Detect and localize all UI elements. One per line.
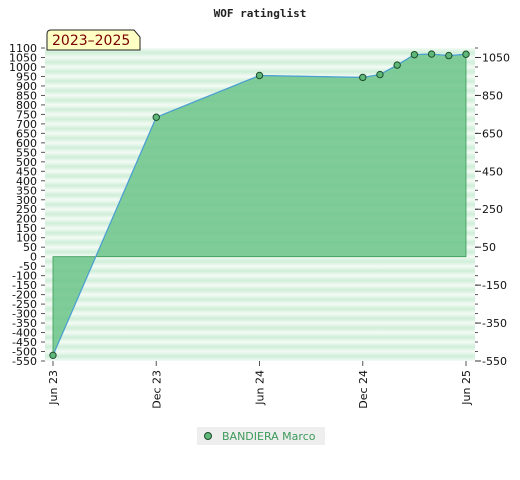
year-badge-text: 2023–2025 [52, 33, 130, 49]
y-tick-label-left: 50 [23, 241, 37, 254]
y-tick-label-left: 850 [16, 89, 37, 102]
series-points [49, 50, 470, 360]
y-tick-label-left: 0 [30, 251, 37, 264]
y-tick-label-left: 600 [16, 137, 37, 150]
y-tick-label-left: 300 [16, 194, 37, 207]
y-tick-label-left: 150 [16, 222, 37, 235]
y-tick-label-right: 250 [482, 203, 503, 216]
legend-label: BANDIERA Marco [222, 430, 316, 443]
chart-title: WOF ratinglist [214, 7, 307, 20]
data-point [359, 73, 367, 82]
y-tick-label-left: 200 [16, 213, 37, 226]
y-tick-label-left: 1050 [9, 51, 37, 64]
y-tick-label-right: 50 [482, 241, 496, 254]
data-point [427, 50, 436, 58]
y-tick-label-right: -150 [482, 279, 507, 292]
y-tick-label-left: -500 [12, 346, 37, 359]
y-tick-label-left: 650 [16, 127, 37, 140]
y-tick-label-right: 1050 [482, 51, 510, 64]
x-tick-label: Jun 25 [460, 370, 473, 406]
legend-marker [204, 432, 212, 440]
data-point [445, 51, 453, 60]
y-tick-label-left: 800 [16, 99, 37, 112]
data-point [393, 61, 401, 69]
y-tick-label-left: -400 [12, 327, 37, 340]
y-tick-label-left: -250 [12, 298, 37, 311]
y-tick-label-right: 850 [482, 89, 503, 102]
y-tick-label-left: 750 [16, 108, 37, 121]
y-tick-label-left: 700 [16, 118, 37, 131]
y-tick-label-left: -200 [12, 289, 37, 302]
y-tick-label-right: -350 [482, 317, 507, 330]
y-tick-label-left: -550 [12, 355, 37, 368]
x-tick-label: Jun 24 [254, 370, 267, 406]
data-point [462, 50, 470, 58]
y-tick-label-right: -550 [482, 355, 507, 368]
year-badge: 2023–2025 [46, 29, 141, 51]
y-tick-label-left: -300 [12, 308, 37, 321]
legend: BANDIERA Marco [197, 427, 325, 445]
y-tick-label-left: 1100 [9, 42, 37, 55]
y-tick-label-left: -150 [12, 279, 37, 292]
x-tick-label: Jun 23 [47, 370, 60, 406]
y-tick-label-left: -50 [19, 260, 37, 273]
y-tick-label-left: 450 [16, 165, 37, 178]
data-point [410, 50, 419, 59]
data-point [255, 71, 264, 80]
y-axis-left: 1100105010009509008508007507006506005505… [9, 42, 45, 368]
y-tick-label-left: 400 [16, 175, 37, 188]
y-tick-label-left: 100 [16, 232, 37, 245]
data-point [152, 113, 160, 121]
y-tick-label-left: 950 [16, 70, 37, 83]
y-tick-label-left: 350 [16, 184, 37, 197]
y-tick-label-left: 500 [16, 156, 37, 169]
series-line [52, 53, 467, 356]
y-tick-label-left: -100 [12, 270, 37, 283]
y-tick-label-right: 650 [482, 127, 503, 140]
y-axis-right: 1050 850 650 450 250 50 -150 -350 -550 [475, 47, 510, 368]
x-tick-label: Dec 23 [150, 370, 163, 409]
y-tick-label-left: 1000 [9, 61, 37, 74]
data-point [49, 351, 57, 360]
y-tick-label-left: 250 [16, 203, 37, 216]
y-tick-label-left: -450 [12, 336, 37, 349]
y-tick-label-right: 450 [482, 165, 503, 178]
y-tick-label-left: 550 [16, 146, 37, 159]
y-tick-label-left: -350 [12, 317, 37, 330]
x-tick-label: Dec 24 [357, 370, 370, 409]
x-axis: Jun 23 Dec 23 Jun 24 Dec 24 Jun 25 [47, 361, 473, 409]
y-tick-label-left: 900 [16, 80, 37, 93]
data-point [376, 70, 384, 79]
